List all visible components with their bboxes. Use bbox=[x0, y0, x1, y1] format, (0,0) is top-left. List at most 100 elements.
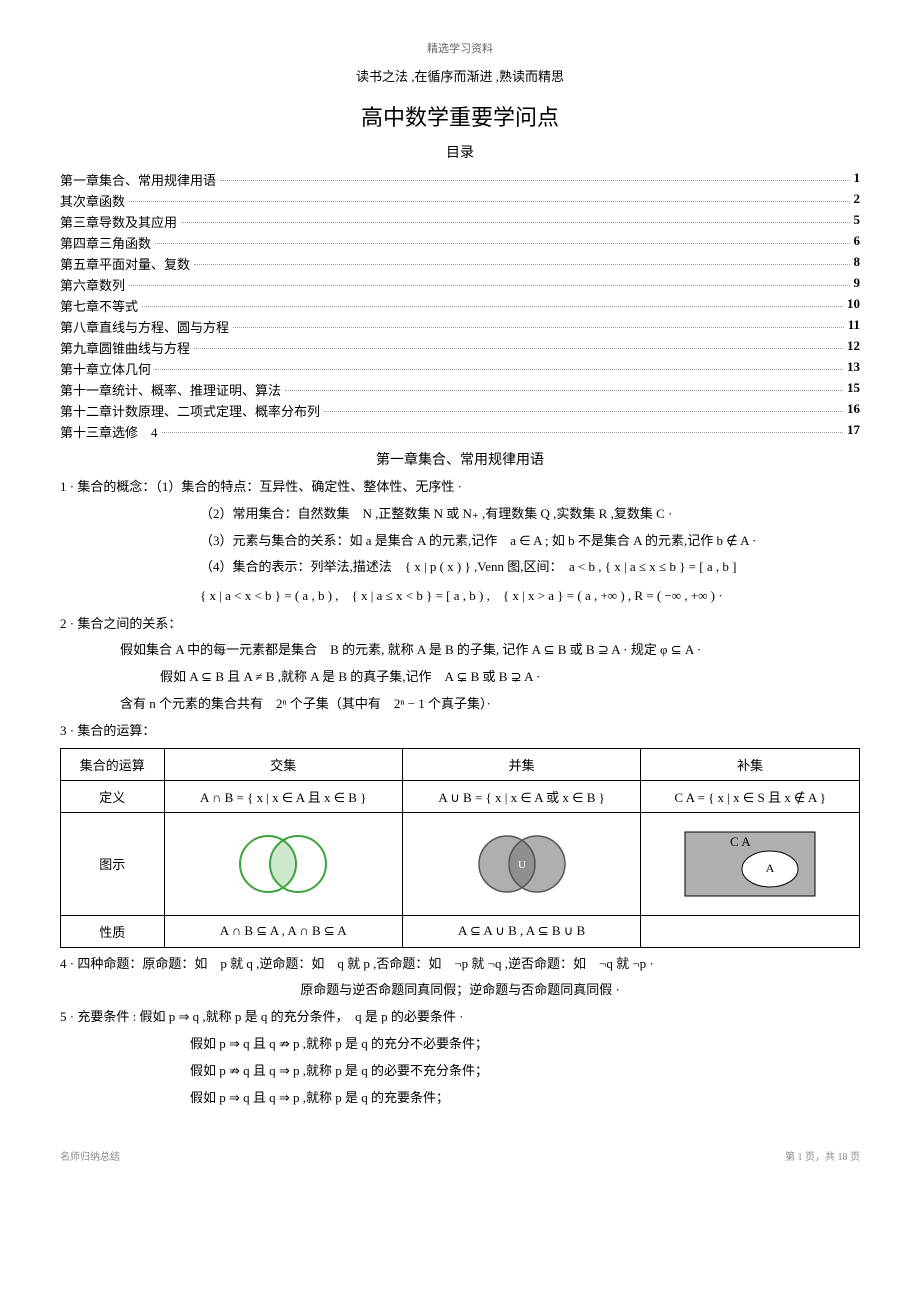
toc-text: 第一章集合、常用规律用语 bbox=[60, 170, 216, 189]
toc-page: 9 bbox=[854, 275, 861, 294]
section1-line2: （2）常用集合：自然数集 N ,正整数集 N 或 N₊ ,有理数集 Q ,实数集… bbox=[60, 504, 860, 525]
toc-dots bbox=[181, 212, 849, 223]
toc-line: 第十二章计数原理、二项式定理、概率分布列 16 bbox=[60, 401, 860, 420]
row-label-def: 定义 bbox=[61, 780, 165, 812]
toc-line: 其次章函数 2 bbox=[60, 191, 860, 210]
section2-line3: 含有 n 个元素的集合共有 2ⁿ 个子集（其中有 2ⁿ − 1 个真子集）· bbox=[60, 694, 860, 715]
toc-line: 第十三章选修 4 17 bbox=[60, 422, 860, 441]
section5-line1: 5 · 充要条件 : 假如 p ⇒ q ,就称 p 是 q 的充分条件， q 是… bbox=[60, 1007, 860, 1028]
svg-text:A: A bbox=[766, 861, 775, 875]
toc-page: 16 bbox=[847, 401, 860, 420]
toc-page: 1 bbox=[854, 170, 861, 189]
toc-dots bbox=[162, 422, 843, 433]
table-header-row: 集合的运算 交集 并集 补集 bbox=[61, 748, 860, 780]
toc-page: 13 bbox=[847, 359, 860, 378]
main-title: 高中数学重要学问点 bbox=[60, 100, 860, 132]
toc-page: 17 bbox=[847, 422, 860, 441]
section1-line1: 1 · 集合的概念：（1）集合的特点：互异性、确定性、整体性、无序性 · bbox=[60, 477, 860, 498]
toc-text: 第七章不等式 bbox=[60, 296, 138, 315]
toc-dots bbox=[194, 254, 849, 265]
section5-line2: 假如 p ⇒ q 且 q ⇏ p ,就称 p 是 q 的充分不必要条件； bbox=[60, 1034, 860, 1055]
section2-heading: 2 · 集合之间的关系： bbox=[60, 614, 860, 635]
toc-page: 12 bbox=[847, 338, 860, 357]
toc-text: 第十二章计数原理、二项式定理、概率分布列 bbox=[60, 401, 320, 420]
table-definition-row: 定义 A ∩ B = { x | x ∈ A 且 x ∈ B } A ∪ B =… bbox=[61, 780, 860, 812]
prop-intersection: A ∩ B ⊆ A , A ∩ B ⊆ A bbox=[164, 915, 402, 947]
table-property-row: 性质 A ∩ B ⊆ A , A ∩ B ⊆ A A ⊆ A ∪ B , A ⊆… bbox=[61, 915, 860, 947]
toc-page: 10 bbox=[847, 296, 860, 315]
toc-dots bbox=[285, 380, 843, 391]
reading-subtitle: 读书之法 ,在循序而渐进 ,熟读而精思 bbox=[60, 66, 860, 85]
section4-line: 4 · 四种命题：原命题：如 p 就 q ,逆命题：如 q 就 p ,否命题：如… bbox=[60, 954, 860, 975]
section5-line3: 假如 p ⇏ q 且 q ⇒ p ,就称 p 是 q 的必要不充分条件； bbox=[60, 1061, 860, 1082]
toc-page: 5 bbox=[854, 212, 861, 231]
col-complement: 补集 bbox=[641, 748, 860, 780]
toc-line: 第八章直线与方程、圆与方程 11 bbox=[60, 317, 860, 336]
toc-text: 第四章三角函数 bbox=[60, 233, 151, 252]
section1-line4: （4）集合的表示：列举法,描述法 { x | p ( x ) } ,Venn 图… bbox=[60, 557, 860, 578]
section1-line3: （3）元素与集合的关系：如 a 是集合 A 的元素,记作 a ∈ A ; 如 b… bbox=[60, 531, 860, 552]
section2-line1: 假如集合 A 中的每一元素都是集合 B 的元素, 就称 A 是 B 的子集, 记… bbox=[60, 640, 860, 661]
toc-line: 第七章不等式 10 bbox=[60, 296, 860, 315]
toc-dots bbox=[194, 338, 843, 349]
header-small: 精选学习资料 bbox=[60, 40, 860, 56]
toc-line: 第十章立体几何 13 bbox=[60, 359, 860, 378]
toc-text: 第六章数列 bbox=[60, 275, 125, 294]
venn-intersection bbox=[164, 812, 402, 915]
toc-page: 15 bbox=[847, 380, 860, 399]
venn-intersection-svg bbox=[213, 824, 353, 904]
section5-line4: 假如 p ⇒ q 且 q ⇒ p ,就称 p 是 q 的充要条件； bbox=[60, 1088, 860, 1109]
toc-dots bbox=[129, 275, 849, 286]
footer-right: 第 1 页，共 18 页 bbox=[785, 1148, 860, 1163]
toc-text: 第十章立体几何 bbox=[60, 359, 151, 378]
page-footer: 名师归纳总结 第 1 页，共 18 页 bbox=[60, 1148, 860, 1163]
table-diagram-row: 图示 U C A A bbox=[61, 812, 860, 915]
toc-text: 第十一章统计、概率、推理证明、算法 bbox=[60, 380, 281, 399]
toc-line: 第九章圆锥曲线与方程 12 bbox=[60, 338, 860, 357]
venn-union: U bbox=[402, 812, 640, 915]
toc-text: 第五章平面对量、复数 bbox=[60, 254, 190, 273]
section2-line2: 假如 A ⊆ B 且 A ≠ B ,就称 A 是 B 的真子集,记作 A ⊊ B… bbox=[60, 667, 860, 688]
table-of-contents: 第一章集合、常用规律用语 1 其次章函数 2 第三章导数及其应用 5 第四章三角函数 6 第五章… bbox=[60, 170, 860, 441]
venn-complement: C A A bbox=[641, 812, 860, 915]
toc-line: 第六章数列 9 bbox=[60, 275, 860, 294]
toc-dots bbox=[142, 296, 843, 307]
row-label-property: 性质 bbox=[61, 915, 165, 947]
toc-line: 第一章集合、常用规律用语 1 bbox=[60, 170, 860, 189]
toc-dots bbox=[220, 170, 849, 181]
venn-union-svg: U bbox=[452, 824, 592, 904]
def-complement: C A = { x | x ∈ S 且 x ∉ A } bbox=[641, 780, 860, 812]
toc-dots bbox=[129, 191, 849, 202]
toc-dots bbox=[155, 233, 849, 244]
footer-left: 名师归纳总结 bbox=[60, 1148, 120, 1163]
col-op: 集合的运算 bbox=[61, 748, 165, 780]
toc-line: 第三章导数及其应用 5 bbox=[60, 212, 860, 231]
toc-line: 第五章平面对量、复数 8 bbox=[60, 254, 860, 273]
toc-page: 8 bbox=[854, 254, 861, 273]
set-operations-table: 集合的运算 交集 并集 补集 定义 A ∩ B = { x | x ∈ A 且 … bbox=[60, 748, 860, 948]
toc-text: 其次章函数 bbox=[60, 191, 125, 210]
toc-page: 6 bbox=[854, 233, 861, 252]
prop-complement bbox=[641, 915, 860, 947]
row-label-diagram: 图示 bbox=[61, 812, 165, 915]
col-union: 并集 bbox=[402, 748, 640, 780]
interval-math: { x | a < x < b } = ( a , b ) , { x | a … bbox=[60, 584, 860, 607]
toc-text: 第八章直线与方程、圆与方程 bbox=[60, 317, 229, 336]
toc-line: 第四章三角函数 6 bbox=[60, 233, 860, 252]
toc-title: 目录 bbox=[60, 142, 860, 162]
chapter1-heading: 第一章集合、常用规律用语 bbox=[60, 449, 860, 469]
def-union: A ∪ B = { x | x ∈ A 或 x ∈ B } bbox=[402, 780, 640, 812]
toc-text: 第十三章选修 4 bbox=[60, 422, 158, 441]
venn-complement-svg: C A A bbox=[675, 824, 825, 904]
toc-line: 第十一章统计、概率、推理证明、算法 15 bbox=[60, 380, 860, 399]
section4-line2: 原命题与逆否命题同真同假；逆命题与否命题同真同假 · bbox=[60, 980, 860, 1001]
toc-dots bbox=[324, 401, 843, 412]
toc-text: 第九章圆锥曲线与方程 bbox=[60, 338, 190, 357]
toc-page: 2 bbox=[854, 191, 861, 210]
toc-text: 第三章导数及其应用 bbox=[60, 212, 177, 231]
def-intersection: A ∩ B = { x | x ∈ A 且 x ∈ B } bbox=[164, 780, 402, 812]
section3-heading: 3 · 集合的运算： bbox=[60, 721, 860, 742]
svg-text:U: U bbox=[518, 859, 526, 871]
toc-page: 11 bbox=[848, 317, 860, 336]
toc-dots bbox=[155, 359, 843, 370]
